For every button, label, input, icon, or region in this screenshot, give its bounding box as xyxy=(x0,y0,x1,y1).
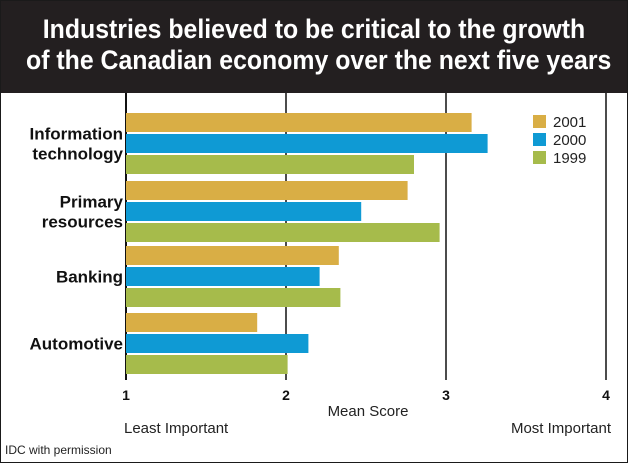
x-axis-right-label: Most Important xyxy=(511,420,612,437)
x-axis-left-label: Least Important xyxy=(124,420,229,437)
legend-label-1999: 1999 xyxy=(553,150,586,167)
chart-title-line-2: of the Canadian economy over the next fi… xyxy=(26,45,612,75)
legend-label-2000: 2000 xyxy=(553,132,586,149)
category-label: Banking xyxy=(56,268,123,287)
bar-1999-1 xyxy=(126,223,440,242)
x-tick-label: 2 xyxy=(282,387,290,403)
bar-1999-3 xyxy=(126,355,288,374)
bar-2001-0 xyxy=(126,113,472,132)
legend-swatch-1999 xyxy=(533,151,546,164)
category-label: Information xyxy=(30,125,124,144)
bar-2000-3 xyxy=(126,334,309,353)
x-tick-label: 3 xyxy=(442,387,450,403)
x-tick-label: 4 xyxy=(602,387,610,403)
x-tick-label: 1 xyxy=(122,387,130,403)
bar-2001-3 xyxy=(126,313,258,332)
category-label: Automotive xyxy=(30,335,124,354)
chart-title-line-1: Industries believed to be critical to th… xyxy=(42,14,586,44)
bars xyxy=(126,113,488,374)
x-tick-labels: 1 2 3 4 xyxy=(122,387,610,403)
bar-1999-2 xyxy=(126,288,341,307)
category-label: Primary xyxy=(60,193,124,212)
x-axis-title: Mean Score xyxy=(328,403,409,420)
bar-2000-2 xyxy=(126,267,320,286)
source-note: IDC with permission xyxy=(5,443,112,457)
legend-swatch-2000 xyxy=(533,133,546,146)
legend-label-2001: 2001 xyxy=(553,114,586,131)
category-label: technology xyxy=(32,145,123,164)
bar-2001-1 xyxy=(126,181,408,200)
category-label: resources xyxy=(42,213,123,232)
bar-2000-1 xyxy=(126,202,362,221)
chart-title-bar: Industries believed to be critical to th… xyxy=(1,1,627,93)
bar-2001-2 xyxy=(126,246,339,265)
bar-2000-0 xyxy=(126,134,488,153)
legend-swatch-2001 xyxy=(533,115,546,128)
bar-1999-0 xyxy=(126,155,414,174)
